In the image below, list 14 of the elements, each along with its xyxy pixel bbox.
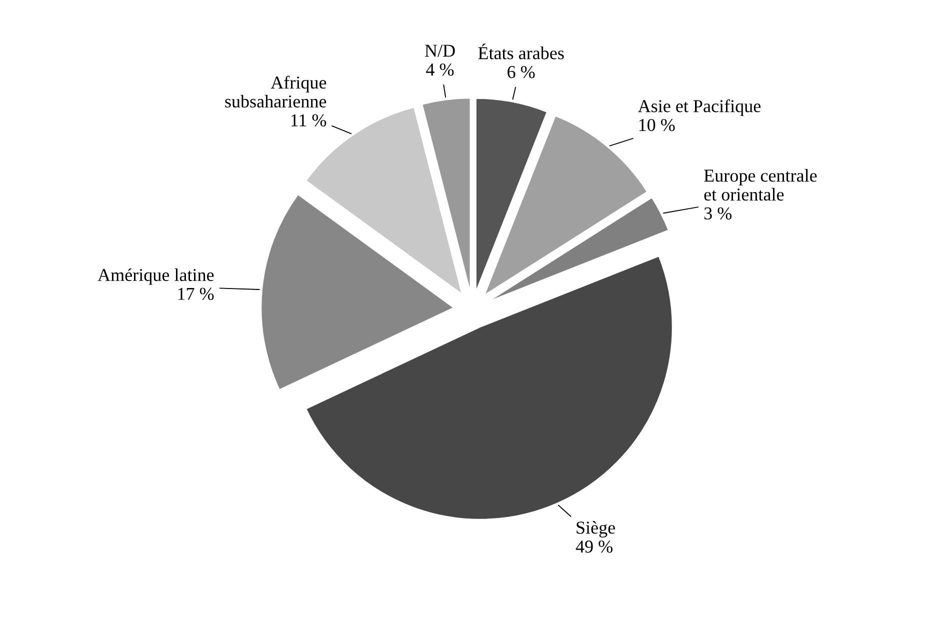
slice-label: États arabes [478,44,564,60]
data-label: 4 % [426,64,454,76]
data-label: 17 % [178,288,214,300]
slice-label: Asie et Pacifique [638,99,761,116]
data-label: 49 % [576,540,612,553]
slice-label: Amérique latine [98,268,214,285]
slice-label: Europe centrale et orientale [704,169,817,201]
slice-label: N/D [424,44,455,57]
slice-label: Siège [576,521,615,538]
data-label: 10 % [639,118,675,132]
slice-label: Afrique subsaharienne [225,76,326,108]
data-label: 6 % [508,66,535,78]
data-label: 3 % [704,207,732,220]
data-label: 11 % [291,114,326,126]
